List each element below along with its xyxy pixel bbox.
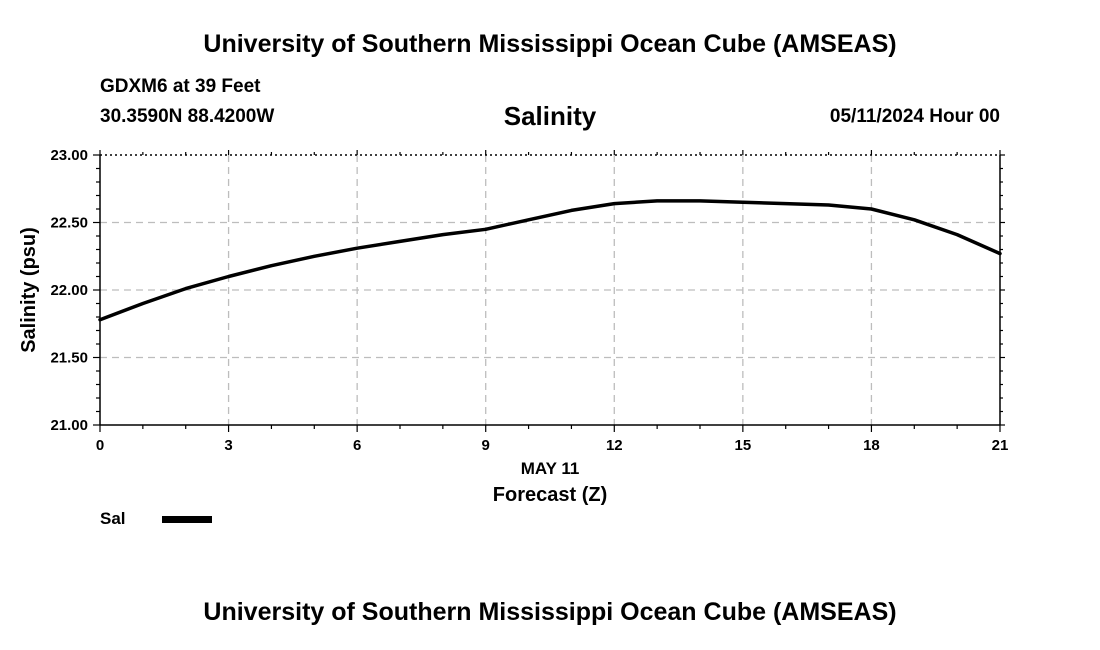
x-tick-label: 3 xyxy=(224,437,232,454)
x-tick-label: 21 xyxy=(992,437,1009,454)
x-tick-label: 9 xyxy=(482,437,490,454)
x-tick-label: 18 xyxy=(863,437,880,454)
x-axis-label: Forecast (Z) xyxy=(493,484,607,506)
salinity-series-line xyxy=(98,199,1002,322)
y-tick-label: 22.50 xyxy=(50,215,88,232)
legend-swatch xyxy=(162,516,212,523)
page-title: University of Southern Mississippi Ocean… xyxy=(203,30,897,58)
x-tick-label: 15 xyxy=(735,437,752,454)
y-tick-label: 23.00 xyxy=(50,147,88,164)
y-tick-label: 21.00 xyxy=(50,417,88,434)
y-tick-label: 21.50 xyxy=(50,350,88,367)
x-tick-label: 12 xyxy=(606,437,623,454)
station-label: GDXM6 at 39 Feet xyxy=(100,76,261,97)
x-axis-date-label: MAY 11 xyxy=(521,459,580,478)
y-axis-label: Salinity (psu) xyxy=(18,227,40,353)
coordinates-label: 30.3590N 88.4200W xyxy=(100,106,275,127)
x-tick-label: 0 xyxy=(96,437,104,454)
x-tick-label: 6 xyxy=(353,437,361,454)
forecast-datetime: 05/11/2024 Hour 00 xyxy=(829,106,1000,127)
y-tick-label: 22.00 xyxy=(50,282,88,299)
legend-label: Sal xyxy=(100,509,126,528)
footer-title: University of Southern Mississippi Ocean… xyxy=(203,598,897,626)
chart-title: Salinity xyxy=(503,101,597,131)
